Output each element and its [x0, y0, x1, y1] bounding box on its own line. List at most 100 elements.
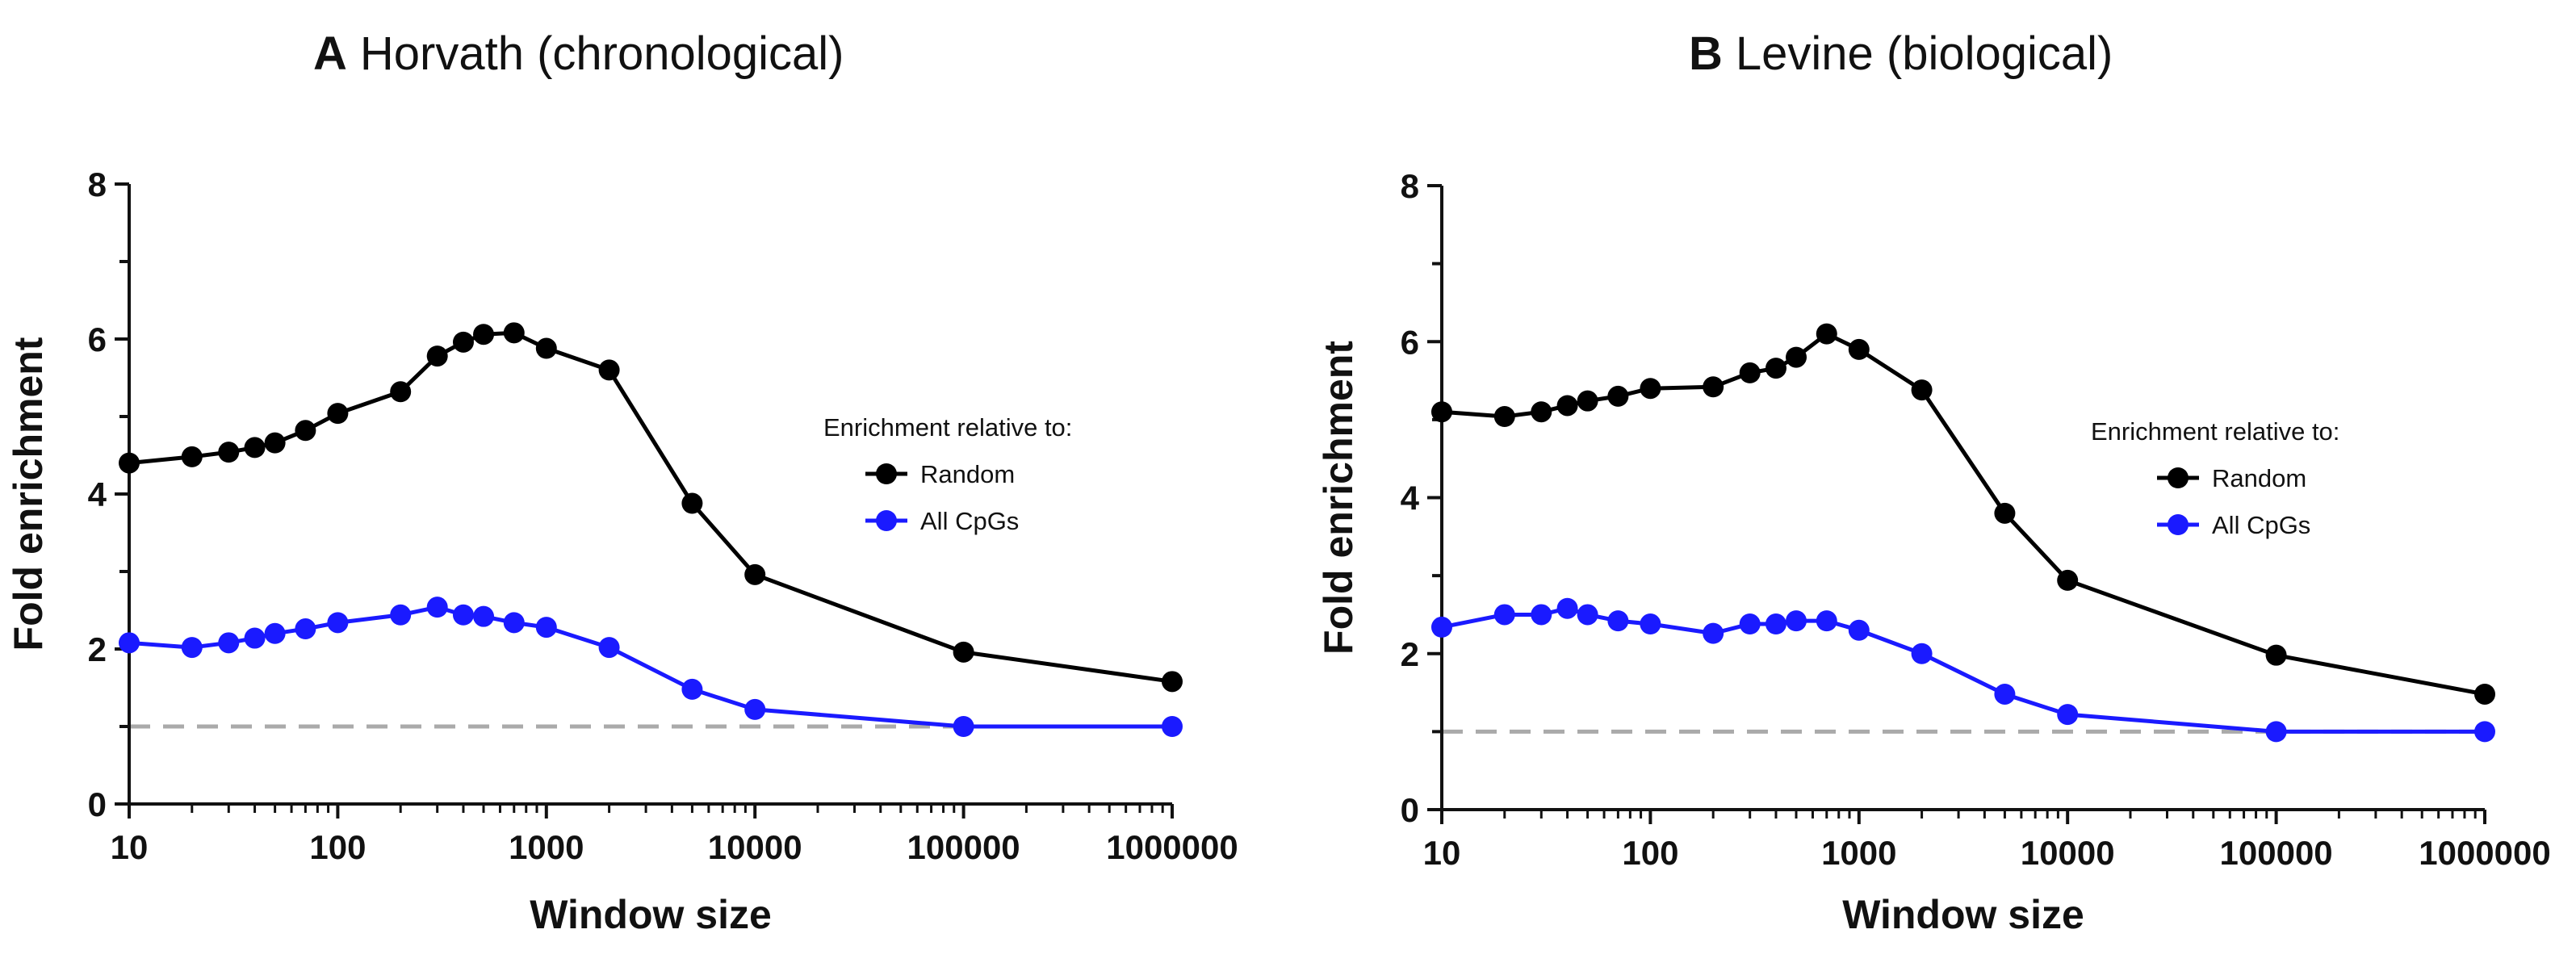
data-point-all-cpgs — [1848, 619, 1870, 641]
series-line-all-cpgs — [128, 605, 1172, 729]
data-point-random — [1162, 671, 1183, 693]
x-tick-label: 1000000 — [2419, 834, 2551, 872]
series-line-all-cpgs — [1441, 606, 2485, 734]
data-point-random — [181, 446, 203, 467]
x-tick-label: 1000 — [509, 828, 584, 866]
x-axis-label: Window size — [530, 892, 772, 937]
data-point-all-cpgs — [295, 618, 316, 640]
data-point-all-cpgs — [1765, 613, 1786, 635]
data-point-random — [1607, 385, 1629, 407]
x-tick-label: 1000 — [1821, 834, 1896, 872]
x-tick-label: 100 — [309, 828, 366, 866]
legend-marker-random — [2168, 467, 2189, 488]
data-point-all-cpgs — [1911, 643, 1933, 664]
panel-title: B Levine (biological) — [1689, 27, 2113, 80]
data-point-random — [1848, 338, 1870, 360]
data-point-all-cpgs — [218, 632, 240, 654]
data-point-random — [598, 359, 620, 381]
legend-label-random: Random — [2212, 464, 2306, 492]
data-point-all-cpgs — [1739, 613, 1761, 635]
legend-marker-random — [876, 463, 897, 484]
legend-label-random: Random — [920, 460, 1015, 488]
data-point-all-cpgs — [119, 632, 140, 654]
data-point-random — [1640, 378, 1661, 400]
panel-letter: A — [313, 27, 347, 80]
y-tick-label: 4 — [88, 475, 107, 513]
legend-title: Enrichment relative to: — [2091, 417, 2339, 446]
y-tick-label: 6 — [1401, 323, 1419, 361]
x-tick-label: 10 — [111, 828, 149, 866]
x-tick-label: 100000 — [907, 828, 1020, 866]
panel-title-text: Horvath (chronological) — [360, 27, 844, 80]
data-point-random — [1786, 346, 1807, 368]
data-point-all-cpgs — [1703, 622, 1724, 644]
data-point-random — [1703, 376, 1724, 398]
data-point-all-cpgs — [1994, 683, 2016, 705]
data-point-all-cpgs — [681, 678, 703, 700]
panel-title-text: Levine (biological) — [1736, 27, 2113, 80]
data-point-random — [1556, 395, 1578, 417]
data-point-all-cpgs — [181, 637, 203, 659]
y-tick-label: 6 — [88, 320, 107, 358]
data-point-random — [244, 437, 266, 458]
data-point-random — [390, 381, 412, 403]
data-point-random — [2265, 644, 2287, 666]
y-tick-label: 2 — [1401, 635, 1419, 673]
y-tick-label: 8 — [1401, 167, 1419, 205]
data-point-random — [1431, 401, 1452, 423]
y-tick-label: 0 — [1401, 791, 1419, 829]
data-point-all-cpgs — [744, 698, 766, 720]
data-point-all-cpgs — [953, 716, 974, 737]
data-point-random — [1739, 362, 1761, 383]
data-point-all-cpgs — [2265, 721, 2287, 743]
data-point-random — [503, 322, 525, 344]
data-point-random — [119, 452, 140, 474]
panel-letter: B — [1689, 27, 1723, 80]
data-point-random — [953, 641, 974, 663]
data-point-all-cpgs — [244, 627, 266, 649]
data-point-all-cpgs — [535, 617, 557, 639]
panel-title: A Horvath (chronological) — [313, 27, 844, 80]
data-point-all-cpgs — [1607, 610, 1629, 632]
legend-label-all-cpgs: All CpGs — [2212, 511, 2310, 539]
chart-panel-b: B Levine (biological) 0 2 4 6 8 10 100 1000 10000 1… — [1316, 27, 2551, 937]
data-point-random — [473, 324, 495, 345]
data-point-all-cpgs — [1162, 716, 1183, 737]
data-point-random — [327, 403, 349, 425]
x-tick-label: 10 — [1423, 834, 1461, 872]
x-tick-label: 10000 — [708, 828, 802, 866]
data-point-all-cpgs — [426, 597, 448, 618]
legend-marker-all-cpgs — [876, 510, 897, 531]
y-tick-label: 0 — [88, 785, 107, 823]
data-point-random — [264, 432, 286, 454]
data-point-all-cpgs — [2057, 704, 2079, 726]
x-tick-label: 100000 — [2220, 834, 2333, 872]
data-point-random — [426, 345, 448, 367]
chart-panel-a: A Horvath (chronological) 0 2 4 6 8 10 100 1000 10… — [6, 27, 1238, 937]
data-point-all-cpgs — [1531, 604, 1552, 626]
data-point-all-cpgs — [503, 612, 525, 634]
data-point-random — [218, 442, 240, 463]
data-point-random — [1577, 390, 1598, 412]
data-point-all-cpgs — [1556, 597, 1578, 619]
data-point-random — [1765, 358, 1786, 379]
data-point-all-cpgs — [1431, 616, 1452, 638]
data-point-random — [744, 563, 766, 585]
x-tick-label: 100 — [1622, 834, 1678, 872]
data-point-random — [1994, 502, 2016, 524]
data-point-random — [535, 337, 557, 359]
data-point-all-cpgs — [327, 612, 349, 634]
data-point-all-cpgs — [473, 605, 495, 627]
data-point-random — [1531, 401, 1552, 423]
data-point-all-cpgs — [452, 604, 474, 626]
legend-marker-all-cpgs — [2168, 514, 2189, 535]
data-point-random — [1493, 406, 1515, 428]
data-point-random — [295, 420, 316, 442]
legend-label-all-cpgs: All CpGs — [920, 507, 1019, 535]
data-point-all-cpgs — [1640, 613, 1661, 635]
data-point-all-cpgs — [1493, 604, 1515, 626]
data-point-all-cpgs — [1786, 610, 1807, 632]
y-axis-label: Fold enrichment — [1316, 341, 1361, 655]
series-line-random — [1441, 332, 2486, 697]
